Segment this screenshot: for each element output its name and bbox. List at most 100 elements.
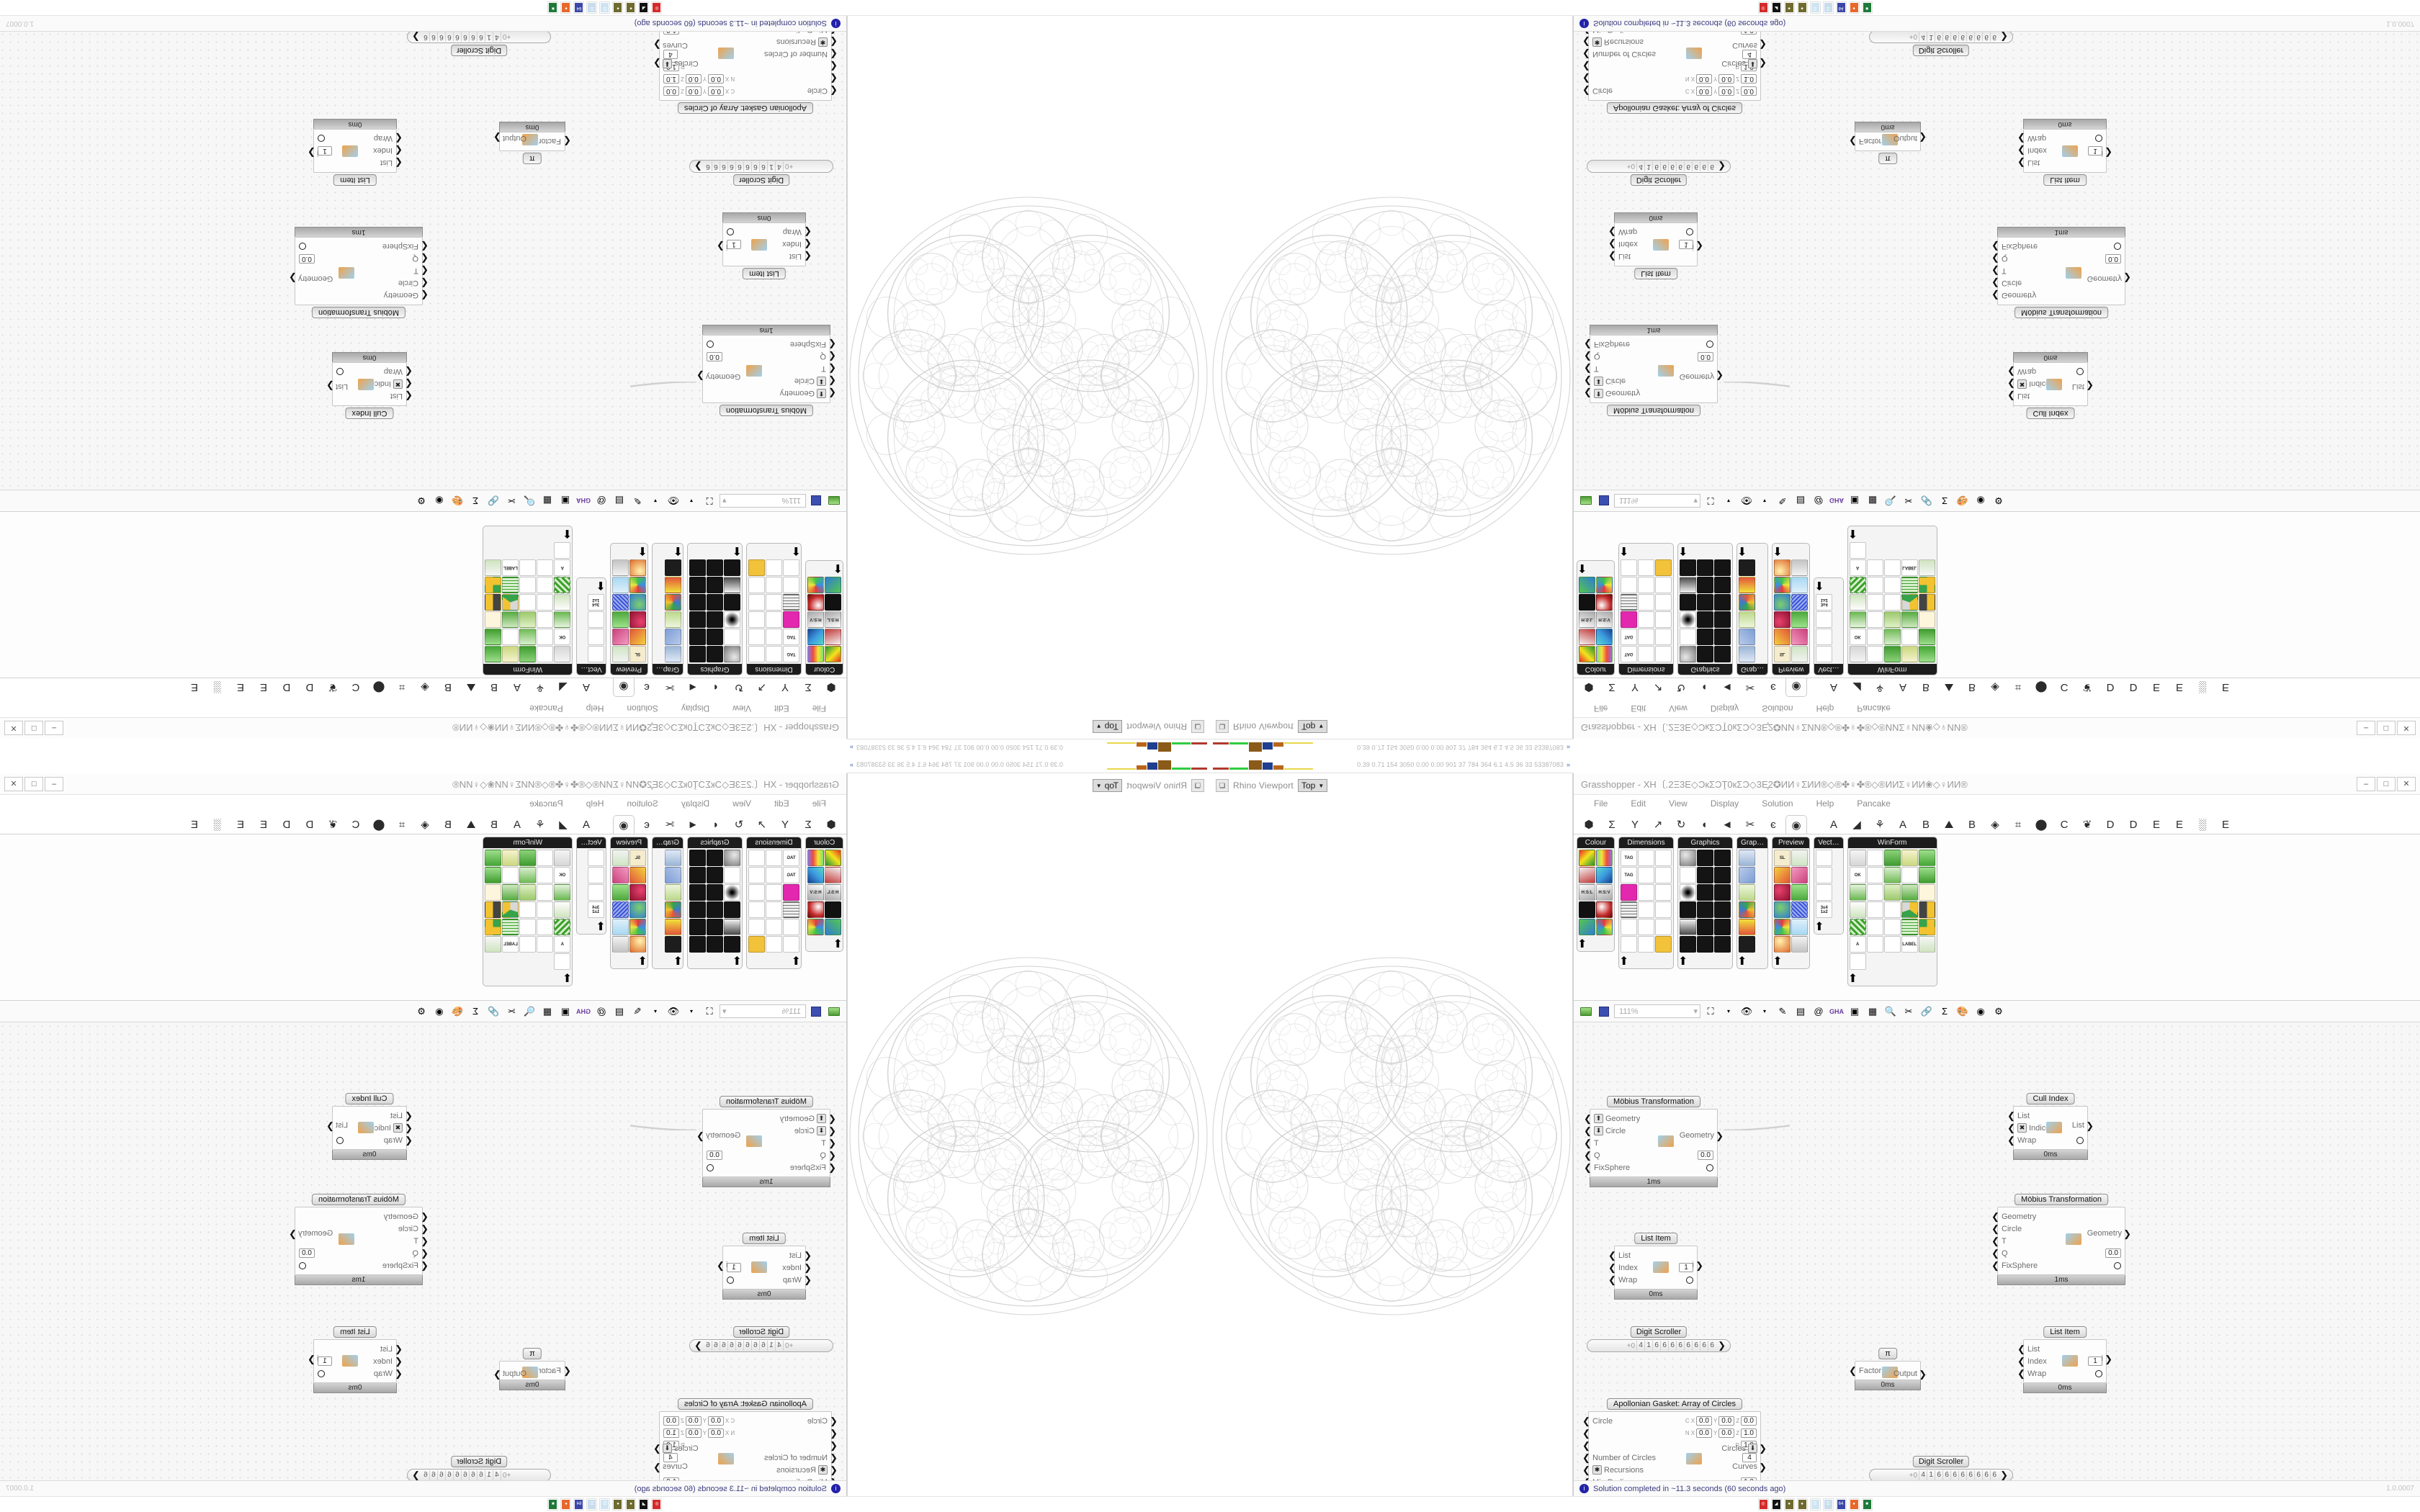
input-port[interactable]: ❮ xyxy=(1582,1477,1590,1480)
scroller-digit[interactable]: 6 xyxy=(751,1341,760,1351)
viewport-expand-icon[interactable]: ❏ xyxy=(1216,720,1229,733)
gfx-texture-icon[interactable] xyxy=(707,850,723,866)
close-button[interactable]: ✕ xyxy=(4,721,23,736)
tab-a[interactable]: A xyxy=(583,818,591,831)
input-port[interactable]: ❮ xyxy=(421,290,429,301)
definition-canvas[interactable]: Möbius Transformation ⬆ Geometry ❮ ⬇ Circle ❮ T… xyxy=(0,32,846,490)
tab-a2[interactable]: A xyxy=(1899,818,1906,831)
win-progressbar-icon[interactable] xyxy=(519,850,537,866)
tab-transform[interactable]: є xyxy=(1770,681,1776,694)
vect-path-icon[interactable] xyxy=(587,611,604,628)
node-caption[interactable]: Möbius Transformation xyxy=(312,1194,405,1205)
wheel-icon[interactable]: ◉ xyxy=(1976,495,1985,507)
node-body[interactable]: List ❮ Index 1 ❮ Wrap ❮ i ❯ xyxy=(1608,1246,1703,1290)
tab-surface[interactable]: ◖ xyxy=(712,818,720,831)
tab-bullant[interactable]: ◈ xyxy=(1991,681,1999,693)
preview-eye-icon[interactable]: 👁 xyxy=(667,495,680,507)
tab-dot[interactable]: ⬤ xyxy=(372,681,385,693)
menu-item-view[interactable]: View xyxy=(732,703,751,714)
gfx-dotcircle-icon[interactable] xyxy=(724,629,740,645)
win-hatchgreen-icon[interactable] xyxy=(1849,577,1866,593)
tab-dot[interactable]: ⬤ xyxy=(2035,681,2048,693)
tab-b[interactable]: B xyxy=(490,818,498,831)
numeric-input[interactable]: 0.0 xyxy=(1741,86,1757,96)
apollonian-gasket-node[interactable]: Apollonian Gasket: Array of Circles Circl… xyxy=(653,32,838,115)
panel-group-dimensions[interactable]: Dimensions TAG TAG ⬆ xyxy=(1618,837,1674,969)
panel-group-grid[interactable] xyxy=(688,558,742,664)
scroller-digit[interactable]: 4 xyxy=(1919,32,1927,42)
pin-icon[interactable]: ⬆ xyxy=(732,955,742,968)
caret-down-icon[interactable]: ▾ xyxy=(1726,498,1730,504)
panel-group-grid[interactable]: SL xyxy=(1773,558,1809,664)
node-output-row[interactable]: Circles ⬇ xyxy=(1721,59,1757,68)
colour-hsv-icon[interactable]: H:S:V xyxy=(1596,884,1613,901)
numeric-input[interactable]: 0.0 xyxy=(685,1416,702,1426)
dim-warn-icon[interactable] xyxy=(766,559,782,576)
list-item-node-2[interactable]: List Item List ❮ Index 1 ❮ Wrap ❮ i ❯ 0ms xyxy=(2017,1325,2112,1393)
pin-icon[interactable]: ⬆ xyxy=(1847,527,1858,539)
scroller-digit[interactable]: 6 xyxy=(1692,161,1700,171)
dim-leader-icon[interactable] xyxy=(766,646,782,662)
scroller-digit[interactable]: 6 xyxy=(429,1470,438,1480)
input-port[interactable]: ❮ xyxy=(830,49,838,60)
node-output-row[interactable]: Geometry xyxy=(2087,1229,2122,1238)
node-caption[interactable]: List Item xyxy=(333,1326,377,1338)
tab-a2[interactable]: A xyxy=(514,818,521,831)
win-spinner-icon[interactable] xyxy=(537,646,554,662)
panel-group-grid[interactable]: TAG TAG xyxy=(747,848,801,954)
scroller-digit[interactable]: 6 xyxy=(453,1470,462,1480)
output-port[interactable]: ❯ xyxy=(2000,1470,2008,1480)
output-port[interactable]: ❯ xyxy=(2000,32,2008,42)
scroller-digit[interactable]: 6 xyxy=(1668,161,1677,171)
list-item-node[interactable]: List Item List ❮ Index 1 ❮ Wrap ❮ i ❯ 0ms xyxy=(1608,212,1703,281)
node-caption[interactable]: Möbius Transformation xyxy=(1607,1096,1700,1107)
dim-tag-icon[interactable]: TAG xyxy=(783,629,799,645)
preview-arrowdown-icon[interactable] xyxy=(1791,919,1809,935)
node-body[interactable]: List ❮ ✖ Indices ❮ Wrap ❮ List ❯ xyxy=(2007,1106,2094,1150)
node-body[interactable]: ⬆ Geometry ❮ ⬇ Circle ❮ T ❮ Q 0.0 ❮ FixSphere ❮ Geome… xyxy=(1584,335,1724,403)
preview-heart-blue-icon[interactable] xyxy=(1791,594,1809,611)
dim-rect-icon[interactable] xyxy=(1655,919,1672,935)
input-port[interactable]: ❮ xyxy=(395,145,403,156)
digit-scroller-track[interactable]: +0 4 1 6 6 6 6 6 6 6 6 ❯ xyxy=(1869,1469,2013,1480)
win-download-icon[interactable] xyxy=(554,953,571,970)
gfx-save-image-icon[interactable] xyxy=(1714,594,1731,611)
grasshopper-window[interactable]: Grasshopper - XH〔.2Ξ3Ε◇ƆкƩƆŢ0кƩƆ◇3Ε̥2✪ИИ… xyxy=(0,16,847,739)
component-panel-bar[interactable]: Colour H:S:L H:S:V ⬆ Dimensions TAG TAG ⬆ Graphi… xyxy=(1574,834,2420,1001)
gfx-square-ring-icon[interactable] xyxy=(689,867,706,883)
graph-ramp-icon[interactable] xyxy=(665,577,681,593)
gfx-circle-grey-icon[interactable] xyxy=(724,646,740,662)
colour-wheel-icon[interactable] xyxy=(1596,919,1613,935)
preview-heart-green-icon[interactable] xyxy=(1791,611,1809,628)
panel-group-grid[interactable] xyxy=(653,848,683,954)
panel-group-grid[interactable] xyxy=(1737,848,1767,954)
preview-balloons-icon[interactable] xyxy=(1791,629,1809,645)
scroller-digit[interactable]: 6 xyxy=(445,32,454,42)
magnify-icon[interactable]: 🔍 xyxy=(523,495,536,507)
vect-path-icon[interactable] xyxy=(1816,611,1833,628)
graph-histogram-icon[interactable] xyxy=(665,559,681,576)
input-port[interactable]: ❮ xyxy=(2017,1368,2025,1379)
numeric-input[interactable]: 0.0 xyxy=(708,1428,724,1438)
input-port[interactable]: ❮ xyxy=(828,1138,836,1148)
minimize-button[interactable]: – xyxy=(45,776,63,791)
numeric-input[interactable]: 1.0 xyxy=(1741,1428,1757,1438)
gfx-stripes-icon[interactable] xyxy=(707,884,723,901)
gfx-dash-circle-icon[interactable] xyxy=(1697,919,1713,935)
input-port[interactable]: ❮ xyxy=(405,1110,413,1121)
gfx-mask-icon[interactable] xyxy=(1697,559,1713,576)
panel-group-preview[interactable]: Preview SL ⬆ xyxy=(1772,543,1811,675)
dim-curve-dim-icon[interactable] xyxy=(1638,577,1654,593)
notepad-icon[interactable]: ☰ xyxy=(1809,1498,1821,1511)
numeric-input[interactable]: 0.0 xyxy=(1696,74,1712,84)
sketch-pen-icon[interactable]: ✎ xyxy=(1778,495,1787,507)
node-caption[interactable]: π xyxy=(523,1348,542,1359)
colour-hsv-icon[interactable]: H:S:V xyxy=(807,884,824,901)
nvidia-icon[interactable]: ◢ xyxy=(1770,1,1782,14)
win-greengrid-icon[interactable] xyxy=(502,919,519,935)
dim-rect-icon[interactable] xyxy=(748,919,765,935)
gfx-blur-icon[interactable] xyxy=(1680,611,1696,628)
boolean-toggle[interactable] xyxy=(299,1261,306,1269)
numeric-input[interactable]: 1 xyxy=(2088,1356,2102,1366)
preview-camera-icon[interactable] xyxy=(611,936,629,953)
